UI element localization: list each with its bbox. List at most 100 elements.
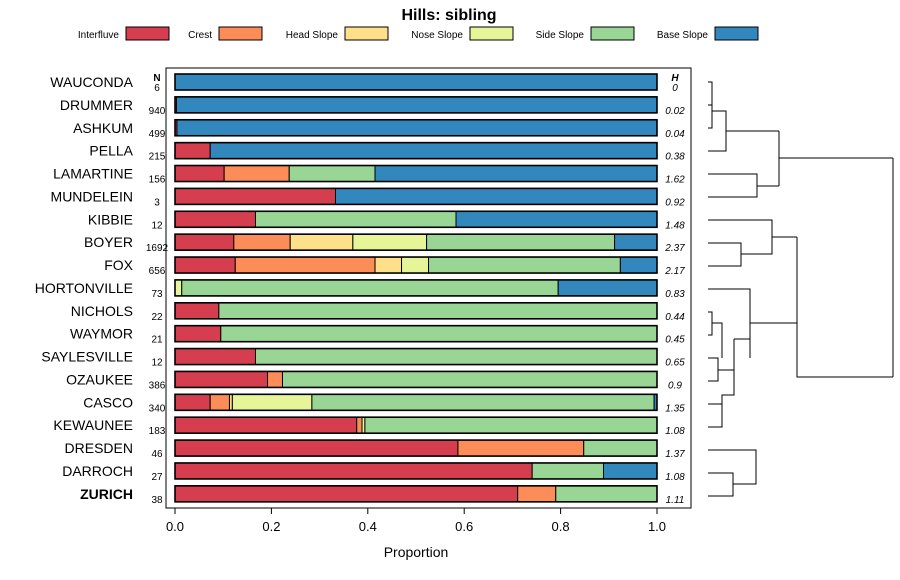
bar-segment-crest (209, 393, 230, 411)
bar-segment-nose-slope (231, 393, 313, 411)
bar-segment-crest (267, 370, 283, 388)
legend-swatch-6 (714, 26, 759, 41)
row-label: DRUMMER (60, 97, 133, 113)
row-label: NICHOLS (71, 303, 133, 319)
bar-segment-base-slope (557, 279, 658, 297)
row-h-value: 0.02 (665, 106, 685, 117)
bar-segment-base-slope (176, 119, 658, 137)
legend-swatch-3 (344, 26, 389, 41)
bar-row: ASHKUM 499 0.04 (73, 118, 685, 140)
bar-outline (174, 370, 658, 389)
row-n-value: 73 (151, 289, 163, 300)
row-label: BOYER (84, 234, 133, 250)
row-h-value: 0.9 (668, 380, 682, 391)
bar-row: WAUCONDA 6 0 (50, 73, 678, 94)
bar-row: PELLA 215 0.38 (89, 141, 685, 163)
bar-row: DRUMMER 940 0.02 (60, 96, 685, 117)
bar-outline (174, 462, 658, 480)
dendrogram-branch (721, 339, 735, 416)
bar-segment-interfluve (174, 439, 459, 457)
bar-segment-interfluve (174, 210, 256, 228)
dendrogram-branch (718, 339, 735, 371)
row-h-value: 0.45 (665, 335, 685, 346)
bar-row: NICHOLS 22 0.44 (71, 301, 685, 323)
row-h-value: 1.37 (665, 449, 685, 460)
bar-segment-side-slope (220, 325, 658, 343)
row-h-value: 1.11 (666, 495, 685, 506)
bar-segment-crest (234, 256, 376, 274)
dendrogram-branch (708, 357, 719, 382)
bar-segment-interfluve (174, 348, 256, 366)
bar-outline (174, 256, 658, 274)
row-n-value: 940 (149, 106, 166, 117)
row-n-value: 386 (149, 380, 166, 391)
row-n-value: 12 (151, 220, 163, 231)
dendrogram-branch (708, 110, 727, 152)
x-axis-label: Proportion (384, 544, 449, 560)
bar-outline (174, 324, 658, 343)
bar-outline (174, 485, 658, 503)
row-h-value: 1.48 (665, 220, 685, 231)
row-label: LAMARTINE (53, 166, 133, 182)
row-n-value: 38 (151, 495, 163, 506)
dendrogram-branch (708, 94, 713, 129)
bar-row: SAYLESVILLE 12 0.65 (41, 347, 685, 369)
bar-segment-side-slope (531, 462, 604, 480)
bar-segment-side-slope (428, 256, 621, 274)
bar-outline (174, 164, 658, 183)
row-label: FOX (104, 257, 133, 273)
dendrogram-branch (708, 311, 713, 336)
legend-label-4: Nose Slope (411, 30, 463, 41)
row-h-value: 2.37 (664, 243, 685, 254)
bar-segment-side-slope (583, 439, 658, 457)
bar-segment-side-slope (254, 348, 658, 366)
bar-segment-interfluve (174, 393, 211, 411)
bar-segment-side-slope (254, 210, 457, 228)
bar-outline (174, 96, 658, 114)
row-label: WAYMOR (70, 326, 133, 342)
bar-row: CASCO 340 1.35 (83, 393, 685, 414)
bar-outline (174, 210, 658, 229)
x-tick-label: 0.4 (359, 519, 377, 534)
bar-segment-base-slope (175, 96, 658, 114)
bar-outline (174, 233, 658, 251)
bar-segment-side-slope (311, 393, 655, 411)
bar-segment-side-slope (181, 279, 559, 297)
dendrogram-branch (796, 237, 893, 378)
plot-frame (165, 67, 692, 509)
bar-row: WAYMOR 21 0.45 (70, 324, 685, 346)
bar-row: FOX 656 2.17 (104, 256, 685, 277)
bar-segment-interfluve (174, 462, 533, 480)
dendrogram-branch (708, 472, 734, 497)
bar-outline (174, 439, 658, 457)
legend-swatch-2 (218, 26, 263, 41)
bar-segment-interfluve (174, 485, 519, 503)
x-tick-label: 0.6 (455, 519, 473, 534)
row-h-value: 0.92 (665, 197, 685, 208)
legend-label-6: Base Slope (657, 30, 709, 41)
bar-segment-base-slope (335, 187, 658, 205)
bar-outline (174, 118, 658, 137)
x-axis: 0.0 0.2 0.4 0.6 0.8 1.0 (166, 508, 666, 534)
bar-segment-interfluve (174, 325, 222, 343)
bar-row: KIBBIE 12 1.48 (88, 210, 685, 231)
bar-segment-interfluve (174, 370, 269, 388)
bar-segment-side-slope (555, 485, 658, 503)
row-label: WAUCONDA (50, 74, 133, 90)
bar-segment-crest (233, 233, 291, 251)
bar-row: DRESDEN 46 1.37 (65, 439, 685, 460)
row-n-value: 215 (149, 152, 166, 163)
bar-outline (174, 393, 658, 412)
row-h-value: 1.08 (665, 472, 685, 483)
legend-label-3: Head Slope (286, 30, 339, 41)
legend-swatch-5 (590, 26, 635, 41)
bar-outline (174, 347, 658, 366)
bar-outline (174, 141, 658, 160)
bar-segment-interfluve (174, 302, 220, 320)
bar-segment-base-slope (374, 165, 658, 183)
chart-title: Hills: sibling (401, 7, 496, 24)
bar-segment-base-slope (209, 142, 658, 160)
bar-segment-crest (356, 416, 363, 434)
